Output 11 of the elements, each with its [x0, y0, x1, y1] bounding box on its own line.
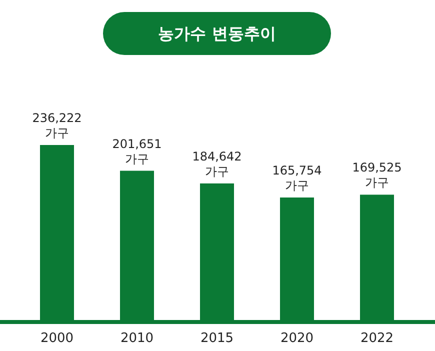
data-label: 165,754 가구 — [272, 164, 322, 193]
chart-title: 농가수 변동추이 — [158, 24, 276, 43]
x-tick-label: 2010 — [120, 331, 154, 346]
x-tick-label: 2022 — [360, 331, 394, 346]
x-tick-label: 2020 — [280, 331, 314, 346]
x-tick-label: 2015 — [200, 331, 234, 346]
x-tick-label: 2000 — [40, 331, 74, 346]
data-label: 236,222 가구 — [32, 111, 82, 140]
data-label: 184,642 가구 — [192, 149, 242, 178]
data-label: 169,525 가구 — [352, 160, 402, 190]
data-label: 201,651 가구 — [112, 136, 162, 166]
